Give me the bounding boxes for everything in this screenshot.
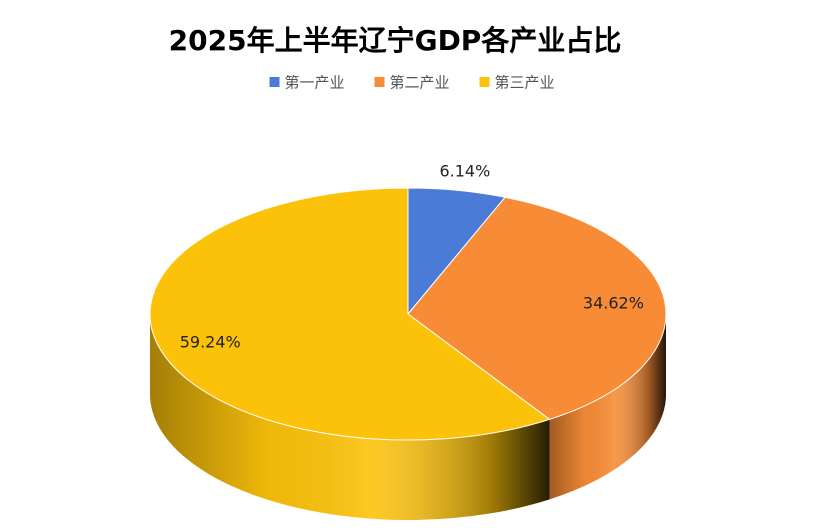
legend-label: 第三产业 <box>495 74 555 92</box>
legend-swatch <box>479 77 490 87</box>
legend-swatch <box>374 77 385 87</box>
chart-title: 2025年上半年辽宁GDP各产业占比 <box>169 24 622 57</box>
legend-label: 第一产业 <box>285 74 345 92</box>
data-label: 59.24% <box>180 332 241 351</box>
slice <box>407 196 667 420</box>
slice <box>149 187 551 441</box>
data-label: 6.14% <box>439 161 490 180</box>
data-label: 34.62% <box>583 294 644 313</box>
legend-swatch <box>269 77 280 87</box>
legend-label: 第二产业 <box>390 74 450 92</box>
slice-side-shade <box>150 314 550 521</box>
slice-side-shade <box>549 314 666 500</box>
